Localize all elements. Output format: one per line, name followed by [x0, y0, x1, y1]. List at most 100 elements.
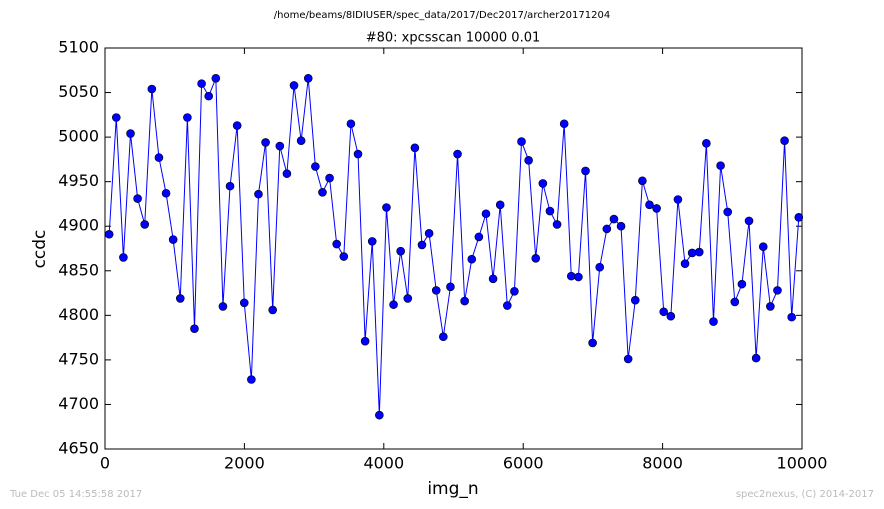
data-point [538, 179, 548, 188]
data-point [552, 220, 562, 229]
data-point [680, 259, 690, 268]
footer-right: spec2nexus, (C) 2014-2017 [736, 489, 874, 500]
data-point [716, 161, 725, 170]
data-point [360, 336, 370, 346]
data-point [382, 203, 391, 212]
data-point [659, 307, 669, 317]
data-point [517, 137, 526, 146]
data-point [510, 286, 519, 296]
data-point [417, 240, 427, 250]
data-point [503, 301, 512, 310]
data-point [332, 239, 341, 249]
x-tick-label: 6000 [503, 454, 544, 473]
data-point [239, 298, 249, 308]
y-tick-label: 4750 [58, 349, 99, 368]
data-point [183, 113, 192, 122]
data-point [211, 73, 221, 83]
data-point [488, 274, 498, 284]
data-point [474, 232, 484, 242]
data-line [108, 78, 800, 416]
footer-left: Tue Dec 05 14:55:58 2017 [9, 489, 142, 500]
data-point [303, 73, 313, 83]
x-tick-label: 0 [100, 454, 110, 473]
data-point [602, 224, 612, 234]
data-point [268, 305, 277, 315]
y-tick-label: 4800 [58, 305, 99, 324]
data-point [545, 206, 555, 216]
data-point [225, 181, 235, 191]
data-point [616, 221, 626, 231]
data-point [623, 354, 633, 364]
data-point [702, 139, 711, 148]
data-point [773, 286, 782, 295]
data-point [154, 153, 164, 162]
data-point [247, 375, 256, 384]
data-point [431, 286, 441, 295]
data-point [204, 91, 214, 101]
y-tick-label: 4650 [58, 439, 99, 458]
data-point [794, 213, 804, 222]
data-point [396, 246, 405, 256]
y-tick-label: 4850 [58, 260, 99, 279]
data-point [111, 113, 121, 122]
data-point [133, 194, 142, 203]
data-point [389, 300, 398, 309]
data-point [787, 312, 796, 322]
data-point [197, 79, 206, 88]
data-point [467, 254, 477, 264]
data-point [375, 410, 384, 420]
data-point [318, 188, 327, 197]
data-point [460, 296, 469, 306]
data-point [218, 302, 228, 311]
x-tick-label: 2000 [224, 454, 265, 473]
data-point [410, 143, 420, 153]
data-point [609, 214, 619, 224]
y-tick-label: 5100 [58, 38, 99, 57]
data-point [104, 229, 114, 239]
data-point [723, 207, 732, 217]
data-point [652, 204, 661, 213]
data-point [694, 247, 704, 257]
data-point [666, 311, 676, 321]
data-point [346, 119, 356, 129]
data-point [481, 209, 491, 219]
data-point [275, 141, 285, 151]
data-point [140, 220, 150, 229]
data-point [311, 162, 320, 171]
data-point [147, 84, 157, 94]
data-point [581, 166, 590, 176]
data-point [758, 242, 768, 252]
data-point [744, 216, 754, 226]
data-point [254, 189, 263, 199]
data-point [780, 136, 789, 145]
data-point [190, 324, 199, 334]
y-tick-label: 5050 [58, 82, 99, 101]
data-point [296, 136, 306, 145]
data-point [446, 282, 455, 292]
data-point [638, 176, 647, 186]
y-tick-label: 4900 [58, 216, 99, 235]
data-point [574, 272, 583, 282]
data-point [119, 253, 128, 262]
x-tick-label: 10000 [777, 454, 828, 473]
data-point [737, 279, 747, 289]
plot-frame [104, 47, 803, 450]
data-point [495, 200, 505, 210]
x-tick-label: 4000 [363, 454, 404, 473]
data-point [339, 252, 349, 261]
data-point [325, 173, 334, 183]
data-point [588, 338, 597, 348]
data-point [559, 119, 569, 129]
data-point [751, 353, 761, 363]
data-point [673, 195, 683, 204]
chart-title: #80: xpcsscan 10000 0.01 [366, 31, 541, 46]
data-point [168, 235, 178, 244]
data-point [403, 294, 413, 303]
data-point [730, 297, 740, 307]
data-point [709, 317, 718, 326]
suptitle: /home/beams/8IDIUSER/spec_data/2017/Dec2… [274, 10, 610, 21]
data-point [424, 229, 434, 238]
data-point [595, 262, 605, 272]
data-point [232, 121, 242, 130]
